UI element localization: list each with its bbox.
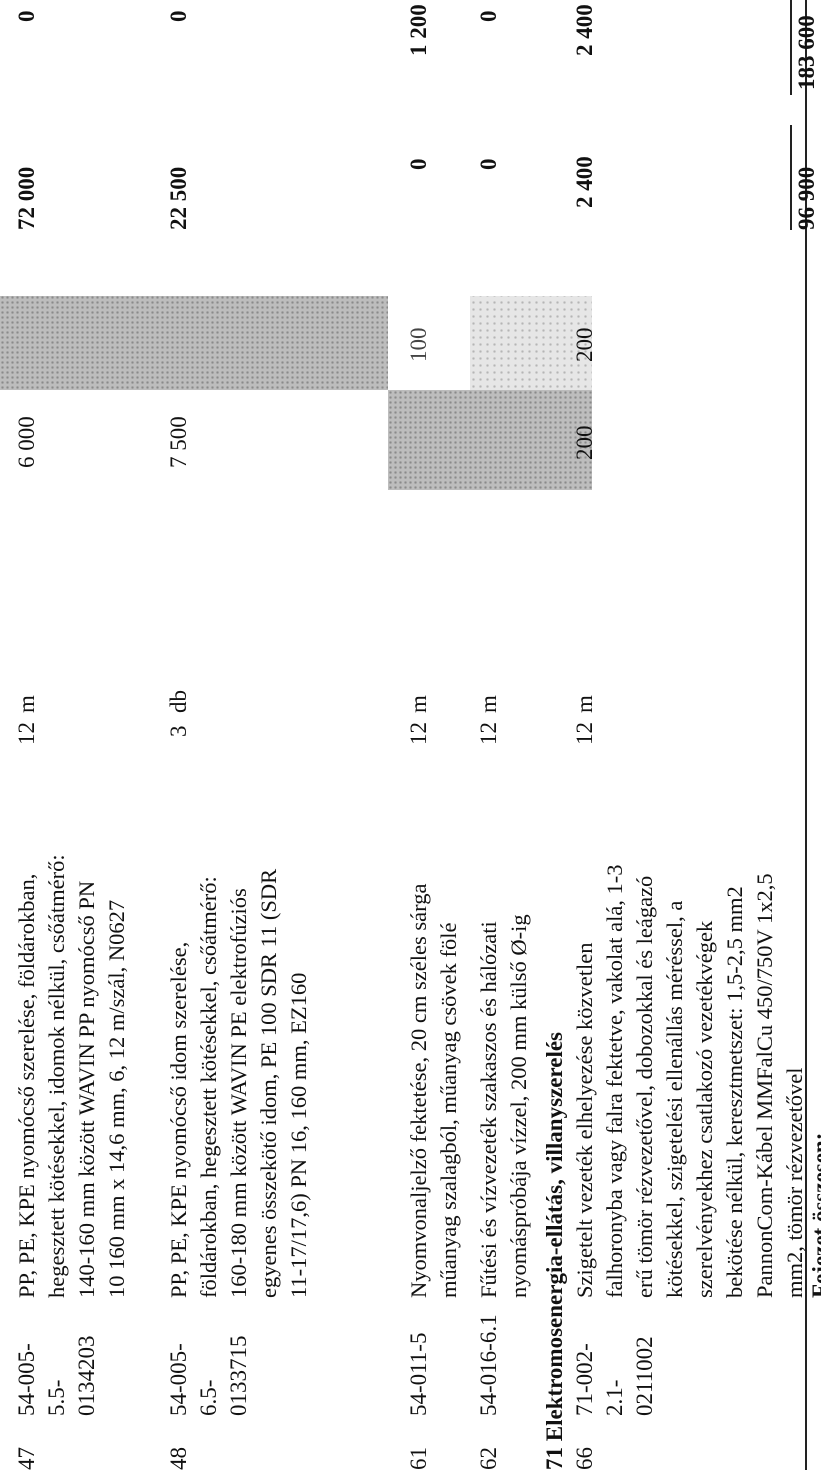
material-total: 22 500: [166, 166, 191, 230]
labour-total: 1 200: [406, 4, 431, 56]
item-description-line: egyenes összekötő idom, PE 100 SDR 11 (S…: [256, 868, 281, 1298]
item-code-line: 0134203: [74, 1335, 99, 1417]
item-code-line: 0211002: [632, 1336, 657, 1416]
unit: m: [406, 695, 431, 713]
item-description-line: Szigetelt vezeték elhelyezése közvetlen: [572, 942, 597, 1298]
item-description-line: szerelvényekhez csatlakozó vezetékvégek: [692, 920, 717, 1298]
quantity: 12: [572, 722, 597, 745]
quantity: 12: [14, 722, 39, 745]
unit: m: [476, 695, 501, 713]
labour-total: 0: [14, 10, 39, 23]
quantity: 12: [476, 722, 501, 745]
item-description-line: 10 160 mm x 14,6 mm, 6, 12 m/szál, N0627: [104, 899, 129, 1298]
item-description-line: Fűtési és vízvezeték szakaszos és hálóza…: [476, 921, 501, 1298]
item-description-line: bekötése nélkül, keresztmetszet: 1,5-2,5…: [722, 886, 747, 1298]
row-number: 66: [572, 1447, 597, 1470]
labour-total: 0: [166, 10, 191, 23]
item-description-line: nyomáspróbája vízzel, 200 mm külső Ø-ig: [506, 914, 531, 1298]
row-number: 47: [14, 1447, 39, 1470]
item-code-line: 6.5-: [196, 1379, 221, 1416]
item-description-line: 140-160 mm között WAVIN PP nyomócső PN: [74, 880, 99, 1298]
unit: m: [14, 695, 39, 713]
item-description-line: PP, PE, KPE nyomócső szerelése, földárok…: [14, 873, 39, 1298]
item-description-line: erű tömör rézvezetővel, dobozokkal és le…: [632, 875, 657, 1298]
quantity: 3: [166, 725, 191, 738]
item-code-line: 2.1-: [602, 1379, 627, 1416]
item-description-line: 11-17/17,6) PN 16, 160 mm, EZ160: [286, 972, 311, 1298]
item-code-line: 54-011-5: [406, 1332, 431, 1416]
section-heading: 71 Elektromosenergia-ellátás, villanysze…: [542, 1032, 567, 1470]
material-total: 2 400: [572, 156, 597, 208]
item-code-line: 71-002-: [572, 1343, 597, 1416]
labour-unit-price: 100: [406, 327, 431, 363]
material-total: 0: [406, 158, 431, 171]
item-description-line: Nyomvonaljelző fektetése, 20 cm széles s…: [406, 883, 431, 1298]
labour-total: 2 400: [572, 4, 597, 56]
material-total: 72 000: [14, 166, 39, 230]
item-description-line: falhoronyba vagy falra fektetve, vakolat…: [602, 864, 627, 1298]
material-unit-price: 7 500: [166, 416, 191, 468]
hatched-material-price-area: [388, 390, 592, 490]
item-description-line: földárokban, hegesztett kötésekkel, csőá…: [196, 876, 221, 1298]
item-description-line: PannonCom-Kábel MMFalCu 450/750V 1x2,5: [752, 873, 777, 1298]
item-description-line: műanyag szalagból, műanyag csövek fölé: [436, 922, 461, 1298]
chapter-total-label: Fejezet összesen:: [808, 1132, 821, 1298]
item-description-line: PP, PE, KPE nyomócső idom szerelése,: [166, 941, 191, 1298]
material-total: 0: [476, 158, 501, 171]
material-unit-price: 200: [572, 425, 597, 461]
item-code-line: 54-016-6.1: [476, 1314, 501, 1416]
hatched-labour-price-area: [0, 296, 388, 390]
row-number: 62: [476, 1447, 501, 1470]
item-code-line: 54-005-: [166, 1343, 191, 1416]
item-description-line: hegesztett kötésekkel, idomok nélkül, cs…: [44, 854, 69, 1298]
item-code-line: 0133715: [226, 1335, 251, 1417]
item-description-line: kötésekkel, szigetelési ellenállás mérés…: [662, 900, 687, 1298]
item-description-line: 160-180 mm között WAVIN PE elektrofúziós: [226, 888, 251, 1298]
unit: db: [166, 690, 191, 713]
chapter-labour-total: 183 600: [794, 15, 819, 90]
item-code-line: 5.5-: [44, 1379, 69, 1416]
labour-total: 0: [476, 10, 501, 23]
row-number: 61: [406, 1447, 431, 1470]
unit: m: [572, 695, 597, 713]
labour-unit-price: 200: [572, 327, 597, 363]
chapter-material-total: 96 900: [794, 166, 819, 230]
material-unit-price: 6 000: [14, 416, 39, 468]
row-number: 48: [166, 1447, 191, 1470]
quantity: 12: [406, 722, 431, 745]
item-code-line: 54-005-: [14, 1343, 39, 1416]
